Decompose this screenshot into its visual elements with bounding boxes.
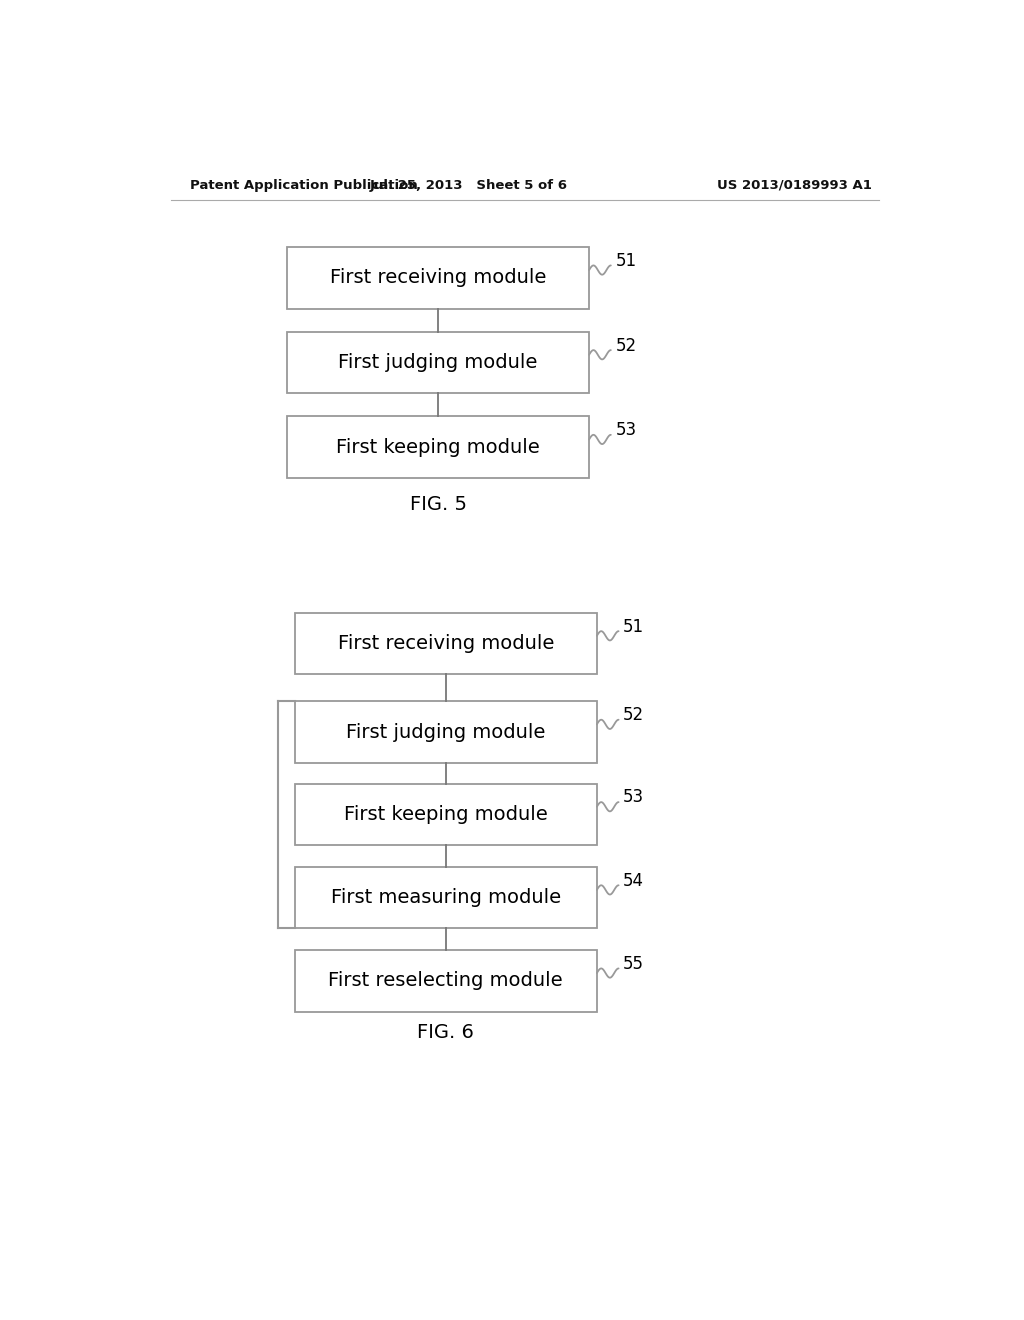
Text: 55: 55 [624, 954, 644, 973]
Text: 53: 53 [615, 421, 637, 440]
FancyBboxPatch shape [287, 331, 589, 393]
FancyBboxPatch shape [295, 612, 597, 675]
FancyBboxPatch shape [287, 416, 589, 478]
Text: 52: 52 [624, 706, 644, 725]
Text: 54: 54 [624, 871, 644, 890]
Text: 52: 52 [615, 337, 637, 355]
Text: Patent Application Publication: Patent Application Publication [190, 178, 418, 191]
FancyBboxPatch shape [295, 867, 597, 928]
FancyBboxPatch shape [295, 701, 597, 763]
Text: 53: 53 [624, 788, 644, 807]
Text: First receiving module: First receiving module [338, 634, 554, 653]
Text: First receiving module: First receiving module [330, 268, 546, 288]
Text: 51: 51 [624, 618, 644, 635]
Text: First judging module: First judging module [346, 722, 546, 742]
Text: US 2013/0189993 A1: US 2013/0189993 A1 [717, 178, 871, 191]
FancyBboxPatch shape [295, 950, 597, 1011]
Text: First judging module: First judging module [338, 352, 538, 372]
Text: 51: 51 [615, 252, 637, 269]
Text: First keeping module: First keeping module [344, 805, 548, 824]
FancyBboxPatch shape [295, 784, 597, 845]
Text: First measuring module: First measuring module [331, 888, 561, 907]
Text: Jul. 25, 2013   Sheet 5 of 6: Jul. 25, 2013 Sheet 5 of 6 [370, 178, 568, 191]
Text: First reselecting module: First reselecting module [329, 972, 563, 990]
Text: First keeping module: First keeping module [336, 438, 540, 457]
Text: FIG. 6: FIG. 6 [418, 1023, 474, 1041]
FancyBboxPatch shape [287, 247, 589, 309]
Text: FIG. 5: FIG. 5 [410, 495, 467, 515]
